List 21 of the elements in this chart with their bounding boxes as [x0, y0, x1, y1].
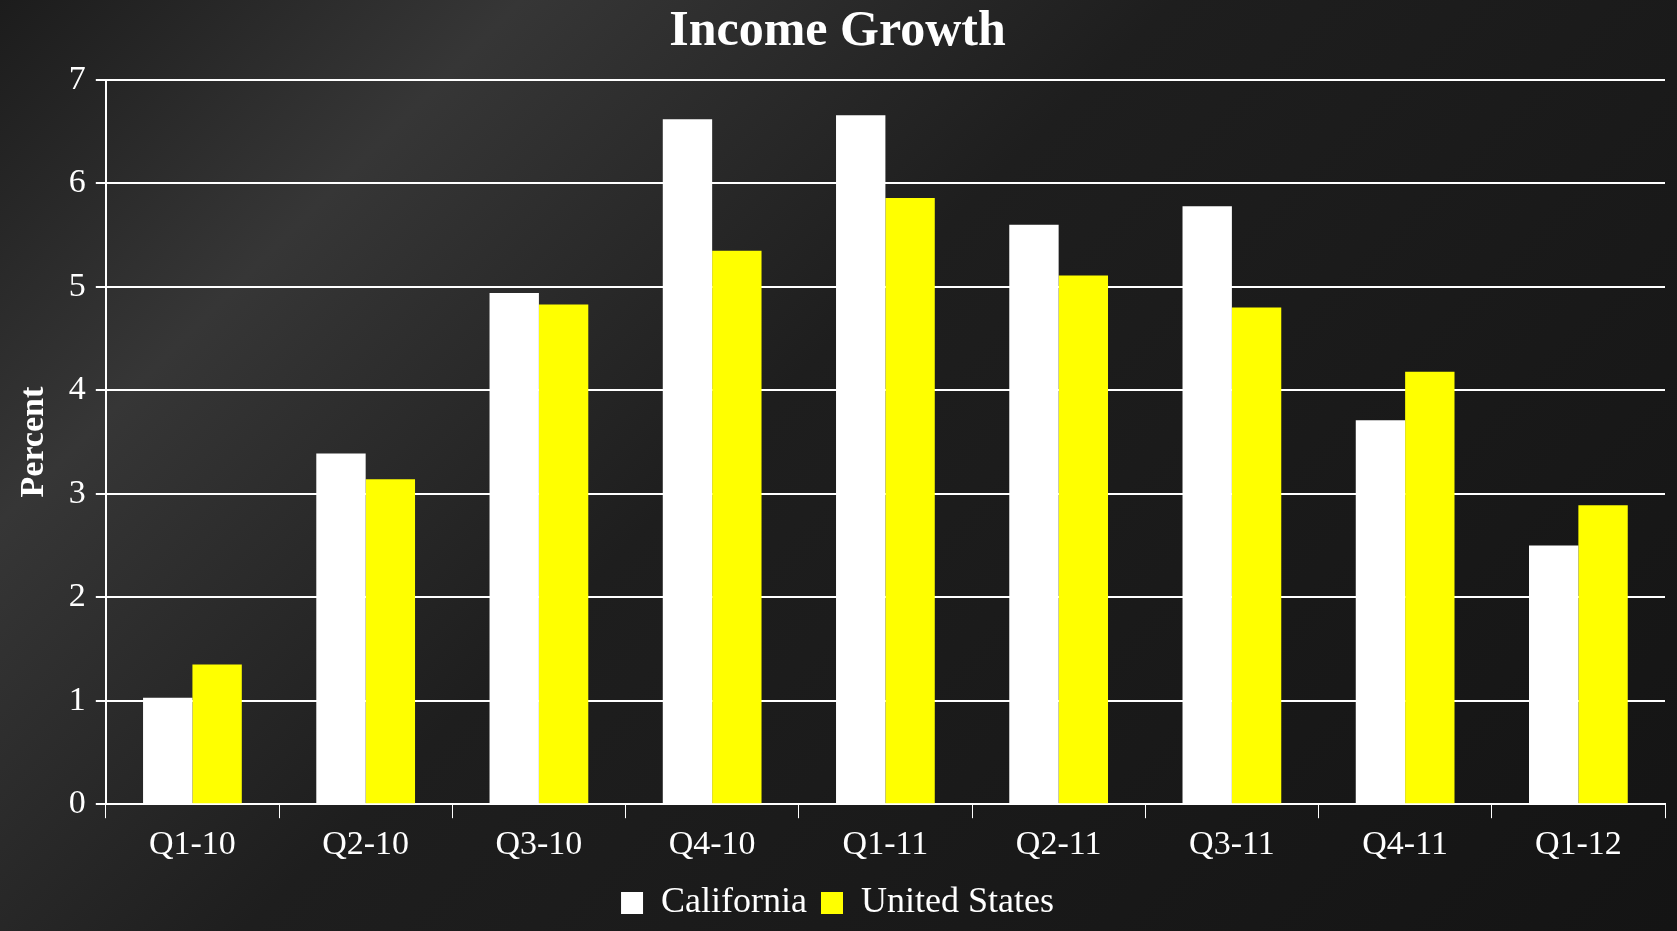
y-tick-label: 0	[68, 783, 86, 821]
x-tick-label: Q3-10	[495, 823, 583, 861]
y-axis-title: Percent	[13, 386, 51, 498]
y-tick-label: 6	[68, 162, 86, 200]
y-tick-label: 3	[68, 472, 86, 510]
y-tick-label: 4	[68, 369, 86, 407]
legend-label: United States	[860, 880, 1054, 921]
x-tick-label: Q4-11	[1362, 823, 1448, 861]
y-tick-label: 5	[68, 265, 86, 303]
x-tick-label: Q1-10	[148, 823, 236, 861]
y-tick-label: 1	[68, 679, 86, 717]
x-tick-label: Q4-10	[668, 823, 756, 861]
legend-label: California	[661, 880, 808, 921]
chart-title: Income Growth	[669, 0, 1006, 56]
x-tick-label: Q2-11	[1015, 823, 1102, 861]
x-tick-label: Q2-10	[322, 823, 410, 861]
y-tick-label: 2	[68, 576, 86, 614]
x-tick-label: Q1-12	[1534, 823, 1622, 861]
x-tick-label: Q1-11	[842, 823, 929, 861]
x-tick-label: Q3-11	[1189, 823, 1275, 861]
y-tick-label: 7	[68, 58, 86, 96]
